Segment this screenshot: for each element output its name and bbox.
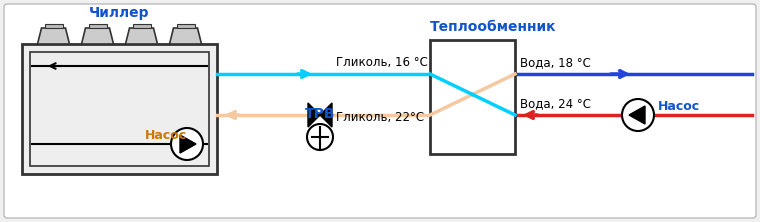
Circle shape	[171, 128, 203, 160]
Text: Теплообменник: Теплообменник	[430, 20, 556, 34]
Bar	[22, 44, 217, 174]
Circle shape	[622, 99, 654, 131]
Polygon shape	[169, 28, 201, 44]
Bar	[430, 40, 515, 154]
Polygon shape	[320, 103, 332, 127]
Bar	[30, 52, 209, 166]
Polygon shape	[629, 106, 645, 124]
Text: Гликоль, 22°C: Гликоль, 22°C	[336, 111, 424, 124]
Polygon shape	[45, 24, 62, 28]
Text: Насос: Насос	[145, 129, 187, 142]
Circle shape	[307, 124, 333, 150]
Text: Вода, 24 °C: Вода, 24 °C	[520, 97, 591, 110]
Text: Гликоль, 16 °C: Гликоль, 16 °C	[336, 56, 428, 69]
Polygon shape	[37, 28, 69, 44]
Polygon shape	[81, 28, 113, 44]
Polygon shape	[308, 103, 320, 127]
Polygon shape	[176, 24, 195, 28]
Text: ТРВ: ТРВ	[305, 107, 335, 121]
Polygon shape	[88, 24, 106, 28]
Polygon shape	[125, 28, 157, 44]
Text: Насос: Насос	[658, 100, 700, 113]
Text: Вода, 18 °C: Вода, 18 °C	[520, 56, 591, 69]
FancyBboxPatch shape	[4, 4, 756, 218]
Text: Чиллер: Чиллер	[89, 6, 150, 20]
Polygon shape	[180, 135, 196, 153]
Polygon shape	[132, 24, 150, 28]
